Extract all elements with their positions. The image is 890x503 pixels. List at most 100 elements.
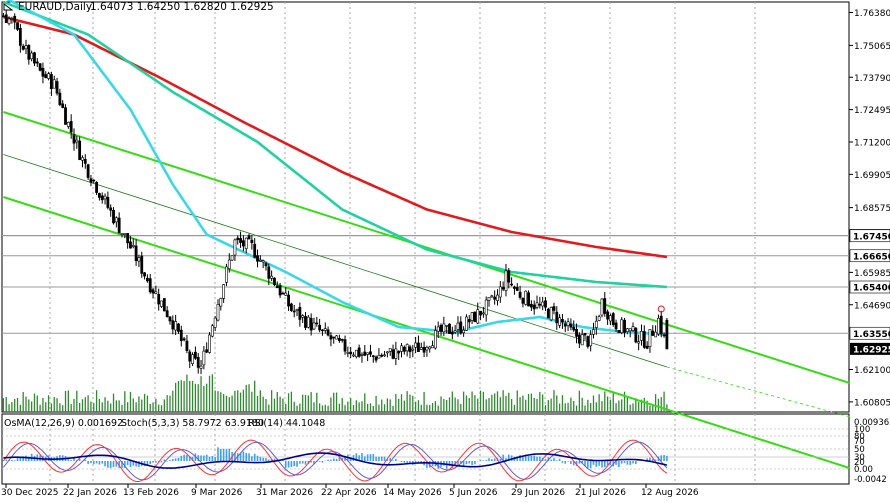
candle-body	[24, 45, 28, 50]
candle-body	[425, 347, 429, 351]
sub-axis-label: 0.00	[854, 465, 873, 475]
candle-body	[481, 312, 485, 315]
price-label: 1.65400	[853, 284, 890, 294]
candle-body	[366, 352, 370, 355]
y-tick-label: 1.64690	[854, 301, 890, 311]
candle-body	[580, 334, 584, 346]
candle-body	[383, 354, 386, 357]
candle-body	[253, 243, 257, 258]
y-tick-label: 1.76380	[854, 9, 890, 19]
candle-body	[312, 322, 316, 330]
candle-body	[213, 317, 217, 328]
candle-body	[583, 333, 587, 336]
x-tick-label: 29 Jun 2026	[511, 488, 565, 498]
price-label-box	[850, 342, 890, 355]
candle-body	[30, 52, 34, 60]
candle-body	[44, 74, 48, 79]
candle-body	[321, 329, 324, 332]
candle-body	[402, 346, 406, 352]
x-tick-label: 31 Mar 2026	[256, 488, 313, 498]
candle-body	[606, 311, 610, 320]
candle-body	[92, 179, 96, 182]
candle-body	[569, 323, 573, 328]
candle-body	[665, 319, 669, 350]
candle-body	[18, 28, 22, 46]
rsi-label: RSI(14) 44.1048	[248, 418, 325, 429]
osma-label: OsMA(12,26,9) 0.001692	[4, 418, 123, 429]
candle-body	[450, 332, 454, 335]
candle-body	[281, 292, 285, 295]
candle-body	[484, 299, 488, 316]
candle-body	[552, 306, 556, 311]
candle-body	[222, 284, 226, 299]
candle-body	[391, 349, 395, 359]
candle-body	[385, 351, 389, 354]
y-tick-label: 1.72495	[854, 106, 890, 116]
grid	[1, 1, 850, 485]
candle-body	[439, 324, 443, 332]
candle-body	[129, 241, 132, 249]
candle-body	[66, 121, 70, 127]
candle-body	[332, 336, 336, 339]
candle-body	[527, 292, 530, 307]
candle-body	[400, 345, 403, 352]
candle-body	[55, 81, 59, 94]
candle-body	[388, 348, 392, 352]
candle-body	[72, 134, 76, 144]
candle-body	[374, 356, 378, 361]
candle-body	[541, 301, 545, 307]
candle-body	[50, 74, 53, 90]
candle-body	[236, 237, 240, 240]
candle-body	[182, 338, 186, 341]
x-tick-label: 12 Aug 2026	[641, 488, 699, 498]
candle-body	[549, 307, 553, 321]
candle-body	[642, 331, 646, 348]
candle-body	[504, 270, 508, 291]
candle-body	[7, 18, 11, 24]
candle-body	[208, 334, 211, 353]
candle-body	[357, 347, 361, 357]
x-tick-label: 21 Jul 2026	[575, 488, 626, 498]
x-tick-label: 22 Apr 2026	[321, 488, 377, 498]
candle-body	[117, 217, 121, 234]
candle-body	[377, 354, 381, 359]
price-label: 1.66650	[853, 252, 890, 262]
candle-body	[230, 255, 234, 261]
candle-body	[289, 303, 293, 311]
x-tick-label: 30 Dec 2025	[1, 488, 59, 498]
candle-body	[233, 239, 237, 256]
candle-body	[160, 300, 163, 307]
candle-body	[352, 354, 355, 357]
ma144-line	[2, 0, 667, 289]
candle-body	[89, 178, 93, 183]
candle-body	[210, 325, 214, 337]
symbol-label: EURAUD,Daily	[18, 1, 92, 13]
candle-body	[134, 245, 138, 261]
candle-body	[95, 181, 98, 193]
x-tick-label: 22 Jan 2026	[63, 488, 117, 498]
candle-body	[309, 317, 313, 331]
candle-body	[298, 306, 302, 320]
channel-upper-line	[3, 111, 851, 385]
candle-body	[168, 316, 172, 322]
x-tick-label: 13 Feb 2026	[123, 488, 179, 498]
candle-body	[470, 312, 474, 321]
price-label-box	[849, 229, 890, 243]
candle-body	[603, 298, 607, 314]
candle-body	[628, 328, 632, 332]
sub-axis-label: 70	[854, 437, 865, 447]
candle-body	[264, 262, 268, 267]
candle-body	[256, 255, 259, 262]
channel-mid-projection	[666, 366, 851, 418]
candle-body	[496, 294, 499, 301]
candle-body	[487, 296, 491, 301]
candle-body	[518, 291, 522, 298]
candle-body	[575, 329, 578, 337]
candle-body	[422, 346, 426, 353]
candle-body	[662, 334, 666, 337]
candle-body	[284, 292, 288, 296]
candle-body	[295, 309, 299, 311]
candle-body	[261, 260, 265, 263]
